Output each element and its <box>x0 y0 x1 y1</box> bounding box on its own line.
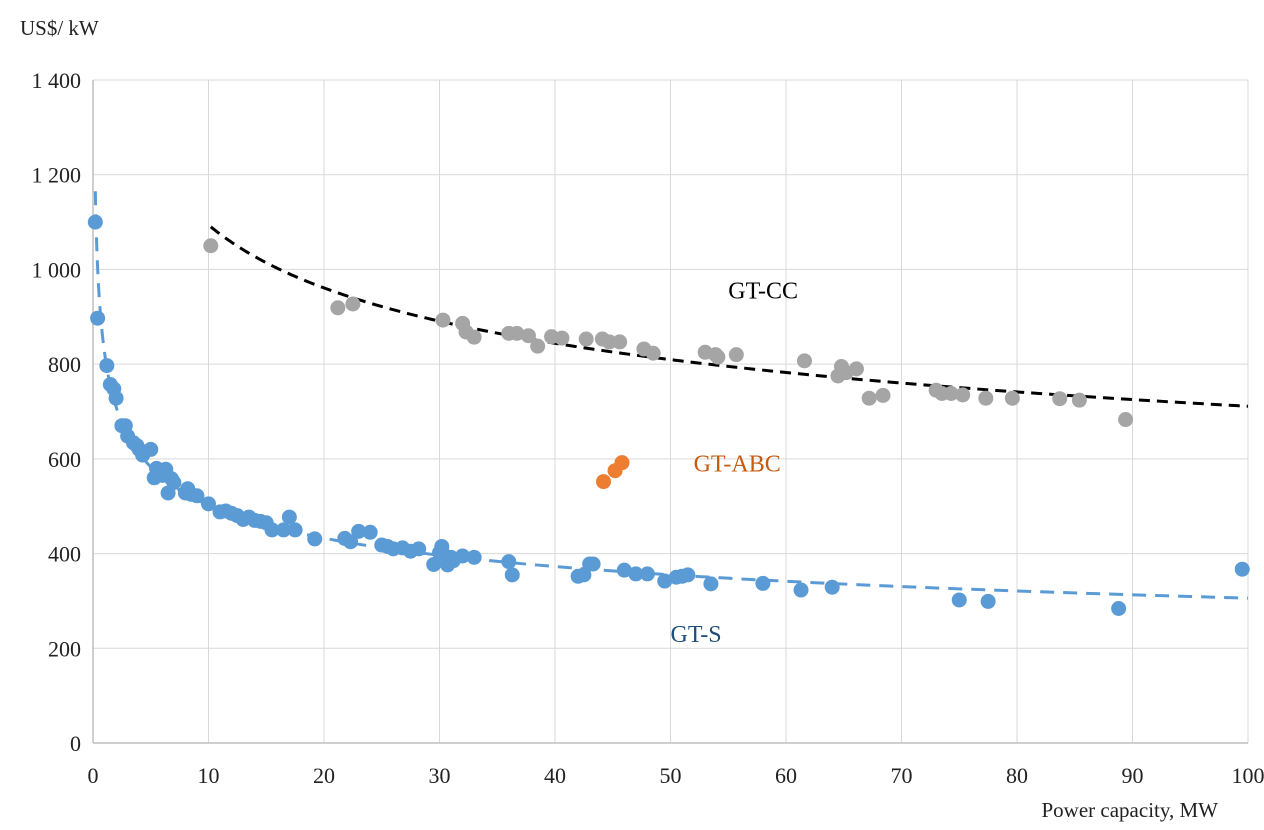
x-tick-label: 70 <box>891 763 913 788</box>
data-point-gt-cc <box>943 386 959 402</box>
y-tick-label: 800 <box>48 352 81 377</box>
x-tick-label: 100 <box>1232 763 1264 788</box>
data-point-gt-s <box>639 566 655 582</box>
data-point-gt-s <box>166 475 182 491</box>
x-tick-label: 10 <box>198 763 220 788</box>
data-point-gt-cc <box>578 331 594 347</box>
data-point-gt-s <box>99 358 115 374</box>
x-tick-label: 90 <box>1122 763 1144 788</box>
data-point-gt-cc <box>554 330 570 346</box>
data-point-gt-cc <box>1052 391 1068 407</box>
y-axis-title: US$/ kW <box>20 16 99 40</box>
data-point-gt-s <box>755 575 771 591</box>
data-point-gt-cc <box>645 345 661 361</box>
data-point-gt-cc <box>530 338 546 354</box>
data-point-gt-s <box>426 556 442 572</box>
grid-layer <box>93 79 1249 743</box>
data-point-gt-cc <box>710 349 726 365</box>
data-points-layer <box>87 214 1250 617</box>
data-point-gt-cc <box>728 347 744 363</box>
data-point-gt-s <box>287 522 303 538</box>
data-point-gt-s <box>343 534 359 550</box>
y-tick-label: 0 <box>70 731 81 756</box>
data-point-gt-s <box>466 549 482 565</box>
data-point-gt-s <box>680 567 696 583</box>
trendline-gt-cc <box>209 225 1249 408</box>
data-point-gt-s <box>143 441 159 457</box>
y-tick-label: 200 <box>48 636 81 661</box>
data-point-gt-s <box>628 566 644 582</box>
data-point-gt-s <box>616 562 632 578</box>
data-point-gt-s <box>201 496 216 512</box>
data-point-gt-cc <box>520 328 536 344</box>
data-point-gt-s <box>980 593 996 609</box>
data-point-gt-s <box>1111 601 1127 617</box>
x-tick-label: 50 <box>660 763 682 788</box>
data-point-gt-s <box>703 576 719 592</box>
data-point-gt-cc <box>345 296 361 312</box>
data-point-gt-cc <box>848 361 864 377</box>
data-point-gt-s <box>189 488 205 504</box>
data-point-gt-cc <box>978 390 994 406</box>
x-tick-label: 20 <box>313 763 335 788</box>
data-point-gt-cc <box>435 312 451 328</box>
data-point-gt-s <box>351 523 367 539</box>
data-point-gt-s <box>362 524 378 540</box>
x-tick-label: 80 <box>1006 763 1028 788</box>
y-tick-label: 600 <box>48 447 81 472</box>
data-point-gt-cc <box>861 390 877 406</box>
data-point-gt-s <box>501 554 517 570</box>
data-point-gt-cc <box>330 300 346 316</box>
data-point-gt-s <box>585 556 601 572</box>
data-point-gt-s <box>793 582 809 598</box>
y-tick-label: 1 200 <box>32 163 82 188</box>
data-point-gt-s <box>90 310 106 326</box>
data-point-gt-s <box>108 390 124 406</box>
data-point-gt-cc <box>1071 392 1087 408</box>
data-point-gt-s <box>1234 561 1250 577</box>
data-point-gt-cc <box>875 387 891 403</box>
y-tick-label: 400 <box>48 542 81 567</box>
data-point-gt-abc <box>614 455 630 471</box>
data-point-gt-s <box>504 567 520 583</box>
data-point-gt-s <box>264 522 280 538</box>
data-point-gt-cc <box>796 353 812 369</box>
series-label-gt-cc: GT-CC <box>728 279 798 305</box>
data-point-gt-s <box>276 522 292 538</box>
data-point-gt-cc <box>612 334 628 350</box>
data-point-gt-s <box>657 573 673 589</box>
data-point-gt-cc <box>509 325 525 341</box>
x-tick-label: 60 <box>775 763 797 788</box>
data-point-gt-s <box>824 579 840 595</box>
data-point-gt-s <box>951 592 967 608</box>
data-point-gt-s <box>87 214 103 230</box>
series-label-gt-s: GT-S <box>671 622 722 648</box>
x-tick-label: 40 <box>544 763 566 788</box>
series-label-gt-abc: GT-ABC <box>694 452 781 478</box>
x-tick-label: 30 <box>429 763 451 788</box>
x-tick-label: 0 <box>88 763 99 788</box>
data-point-gt-cc <box>601 334 617 350</box>
y-tick-label: 1 000 <box>32 257 82 282</box>
data-point-gt-s <box>411 541 427 557</box>
x-axis-title: Power capacity, MW <box>1042 798 1219 822</box>
data-point-gt-cc <box>466 329 482 345</box>
y-tick-label: 1 400 <box>32 68 82 93</box>
data-point-gt-cc <box>203 238 219 254</box>
data-point-gt-cc <box>955 387 971 403</box>
data-point-gt-cc <box>1004 390 1020 406</box>
data-point-gt-cc <box>1118 412 1134 428</box>
labels-layer: GT-S GT-CC GT-ABC <box>671 279 799 648</box>
data-point-gt-s <box>307 531 323 547</box>
data-point-gt-s <box>281 509 297 525</box>
data-point-gt-abc <box>596 474 612 490</box>
data-point-gt-s <box>455 548 471 564</box>
